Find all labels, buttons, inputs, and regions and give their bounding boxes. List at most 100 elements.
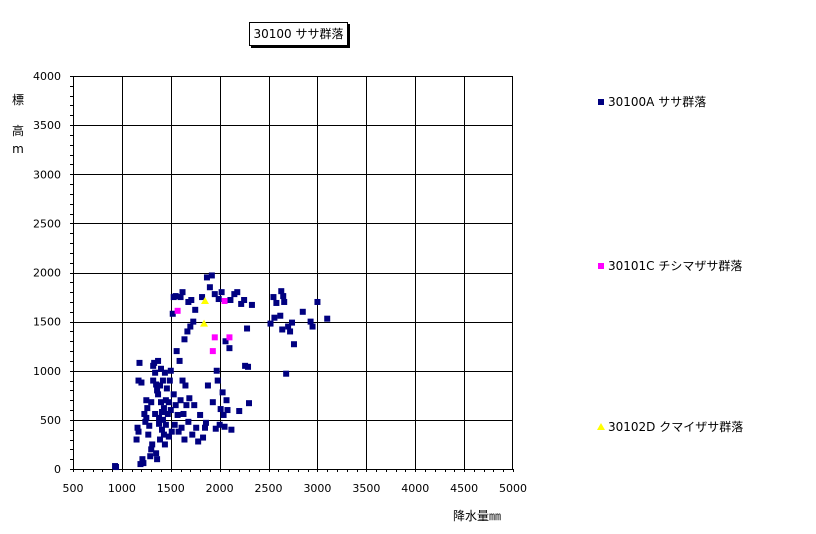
data-point-series-1 [216, 421, 223, 428]
data-point-series-1 [147, 453, 154, 460]
data-point-series-1 [157, 436, 164, 443]
data-point-series-1 [248, 301, 255, 308]
data-point-series-1 [217, 406, 224, 413]
data-point-series-1 [175, 428, 182, 435]
x-tick-label: 2000 [206, 482, 234, 495]
data-point-series-1 [208, 272, 215, 279]
data-point-series-1 [179, 289, 186, 296]
data-point-series-1 [189, 431, 196, 438]
data-point-series-1 [176, 357, 183, 364]
data-point-series-1 [157, 382, 164, 389]
data-point-series-1 [142, 418, 149, 425]
data-point-series-1 [143, 414, 150, 421]
data-point-series-2 [226, 334, 233, 341]
data-point-series-1 [171, 421, 178, 428]
data-point-series-3 [200, 319, 209, 327]
data-point-series-1 [236, 408, 243, 415]
data-point-series-1 [213, 367, 220, 374]
data-point-series-1 [219, 389, 226, 396]
data-point-series-1 [238, 300, 245, 307]
legend-label-2: 30101C チシマザサ群落 [608, 259, 742, 273]
data-point-series-1 [153, 450, 160, 457]
data-point-series-1 [158, 365, 164, 372]
data-point-series-3 [201, 296, 209, 304]
data-point-series-1 [285, 323, 292, 330]
legend-marker-1 [598, 99, 604, 105]
data-point-series-1 [155, 357, 162, 364]
data-point-series-1 [152, 369, 159, 376]
data-point-series-1 [220, 411, 227, 418]
data-point-series-1 [188, 297, 195, 304]
legend-label-1: 30100A ササ群落 [608, 95, 706, 109]
data-point-series-1 [183, 402, 190, 409]
data-point-series-1 [211, 291, 218, 298]
data-point-series-1 [113, 464, 120, 471]
data-point-series-1 [227, 297, 234, 304]
data-point-series-1 [158, 426, 165, 433]
data-point-series-1 [160, 431, 167, 438]
data-point-series-1 [299, 308, 306, 315]
y-tick-label: 1500 [33, 316, 61, 329]
data-point-series-1 [214, 377, 221, 384]
data-point-series-1 [309, 323, 316, 330]
data-point-series-1 [139, 456, 146, 463]
data-point-series-1 [173, 348, 180, 355]
data-point-series-1 [169, 310, 176, 317]
data-point-series-1 [180, 410, 187, 417]
data-point-series-1 [177, 397, 184, 404]
y-axis-label: 標 [12, 93, 24, 107]
data-point-series-1 [224, 407, 231, 414]
data-point-series-1 [170, 391, 177, 398]
data-point-series-1 [155, 391, 162, 398]
data-point-series-1 [280, 293, 287, 300]
y-tick-label: 4000 [33, 70, 61, 83]
data-point-series-1 [163, 385, 170, 392]
data-point-series-1 [245, 363, 252, 370]
data-point-series-1 [182, 382, 189, 389]
data-point-series-1 [159, 377, 166, 384]
data-point-series-1 [146, 422, 153, 429]
data-point-series-1 [151, 359, 158, 366]
x-tick-label: 1500 [157, 482, 185, 495]
data-point-series-1 [161, 369, 168, 376]
data-point-series-1 [166, 377, 173, 384]
data-point-series-2 [174, 307, 181, 314]
chart-title: 30100 ササ群落 [249, 22, 348, 46]
y-tick-label: 0 [54, 463, 61, 476]
data-point-series-1 [143, 397, 150, 404]
data-point-series-1 [148, 399, 155, 406]
data-point-series-1 [212, 425, 219, 432]
data-point-series-1 [187, 323, 194, 330]
data-point-series-1 [192, 306, 199, 313]
data-point-series-1 [246, 400, 252, 407]
data-point-series-1 [289, 319, 296, 326]
data-point-series-1 [271, 314, 278, 321]
data-point-series-1 [164, 410, 171, 417]
data-point-series-1 [185, 418, 192, 425]
data-point-series-1 [181, 336, 188, 343]
x-tick-label: 5000 [499, 482, 527, 495]
x-tick-label: 500 [63, 482, 84, 495]
data-point-series-1 [218, 289, 225, 296]
data-point-series-1 [167, 367, 174, 374]
data-point-series-1 [283, 370, 290, 377]
data-point-series-1 [159, 416, 166, 423]
y-axis-label: 高 [12, 123, 24, 138]
data-point-series-1 [140, 460, 147, 467]
data-point-series-1 [202, 424, 208, 431]
data-point-series-1 [138, 379, 145, 386]
data-point-series-1 [278, 288, 285, 295]
data-point-series-1 [148, 446, 155, 453]
data-point-series-1 [153, 381, 160, 388]
x-tick-label: 3500 [352, 482, 380, 495]
y-tick-label: 3500 [33, 119, 61, 132]
data-point-series-1 [193, 424, 200, 431]
plot-border [73, 76, 513, 470]
data-point-series-1 [241, 297, 248, 304]
data-point-series-1 [184, 328, 191, 335]
data-point-series-1 [209, 399, 216, 406]
data-point-series-1 [145, 431, 152, 438]
data-point-series-2 [211, 334, 218, 341]
data-point-series-1 [206, 284, 213, 291]
